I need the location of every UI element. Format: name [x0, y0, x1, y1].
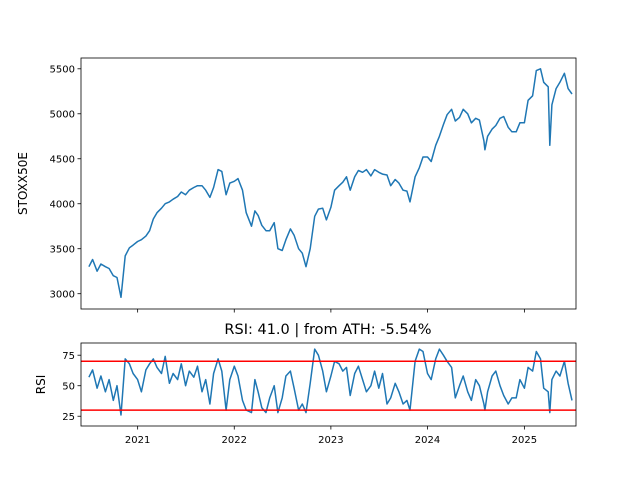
rsi-x-tick-label: 2025: [512, 435, 537, 446]
rsi-y-ticks: 25 50 75: [62, 351, 81, 423]
rsi-x-tick-label: 2023: [318, 435, 343, 446]
price-y-tick-label: 5500: [50, 65, 75, 76]
rsi-panel: RSI: 41.0 | from ATH: -5.54% 25 50 75 2021…: [34, 322, 577, 446]
price-y-tick-label: 3000: [50, 290, 75, 301]
price-y-axis-label: STOXX50E: [16, 152, 30, 215]
rsi-plot-area: [81, 348, 576, 416]
price-y-ticks: 3000 3500 4000 4500 5000 5500: [50, 65, 81, 301]
rsi-y-tick-label: 75: [62, 351, 75, 362]
rsi-y-axis-label: RSI: [34, 375, 48, 395]
price-plot-area: [88, 68, 573, 299]
rsi-x-ticks: 2021 2022 2023 2024 2025: [125, 426, 537, 446]
price-y-tick-label: 3500: [50, 245, 75, 256]
price-series-line: [88, 68, 573, 299]
price-x-ticks: [137, 309, 525, 313]
price-panel: 3000 3500 4000 4500 5000 5500 STOXX50E: [16, 57, 577, 313]
rsi-x-tick-label: 2024: [415, 435, 440, 446]
rsi-y-tick-label: 50: [62, 382, 75, 393]
rsi-x-tick-label: 2022: [222, 435, 247, 446]
price-y-tick-label: 4000: [50, 200, 75, 211]
rsi-chart-title: RSI: 41.0 | from ATH: -5.54%: [224, 322, 431, 338]
price-y-tick-label: 4500: [50, 155, 75, 166]
rsi-axes-frame: [80, 342, 577, 427]
rsi-y-tick-label: 25: [62, 412, 75, 423]
price-y-tick-label: 5000: [50, 110, 75, 121]
rsi-x-tick-label: 2021: [125, 435, 150, 446]
price-axes-frame: [80, 57, 577, 310]
